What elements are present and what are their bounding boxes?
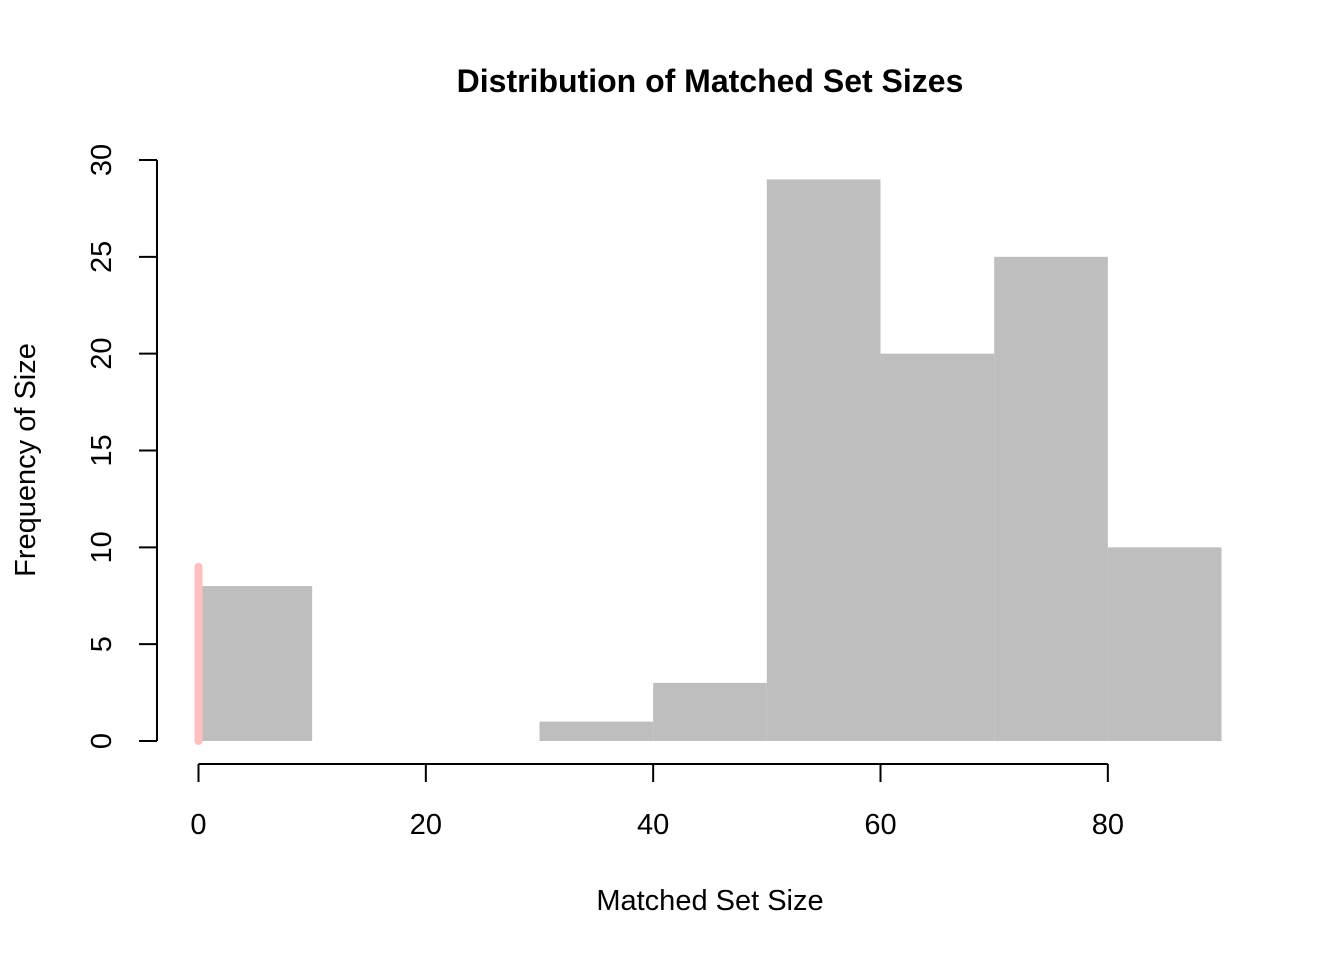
x-tick-label: 20: [410, 809, 442, 841]
histogram-bar: [766, 179, 881, 741]
histogram-bar: [994, 256, 1108, 741]
histogram-bar: [539, 721, 654, 741]
y-tick-label: 15: [86, 434, 118, 466]
histogram-bar: [880, 353, 995, 741]
y-tick-label: 25: [86, 241, 118, 273]
y-axis: 0 5 10 15 20 25 30: [86, 144, 158, 749]
x-tick-label: 0: [190, 809, 206, 841]
histogram-bar: [1107, 547, 1222, 741]
chart-title: Distribution of Matched Set Sizes: [457, 63, 964, 99]
x-tick-label: 80: [1092, 809, 1124, 841]
y-axis-label: Frequency of Size: [10, 343, 42, 577]
y-tick-label: 30: [86, 144, 118, 176]
histogram-bar: [198, 586, 313, 741]
y-tick-label: 0: [86, 733, 118, 749]
y-tick-label: 5: [86, 636, 118, 652]
x-axis-label: Matched Set Size: [596, 885, 823, 917]
y-tick-label: 20: [86, 338, 118, 370]
bars-group: [198, 179, 1222, 741]
x-axis: 0 20 40 60 80: [190, 763, 1124, 841]
x-tick-label: 60: [864, 809, 896, 841]
y-tick-label: 10: [86, 531, 118, 563]
histogram-bar: [653, 682, 767, 741]
x-tick-label: 40: [637, 809, 669, 841]
